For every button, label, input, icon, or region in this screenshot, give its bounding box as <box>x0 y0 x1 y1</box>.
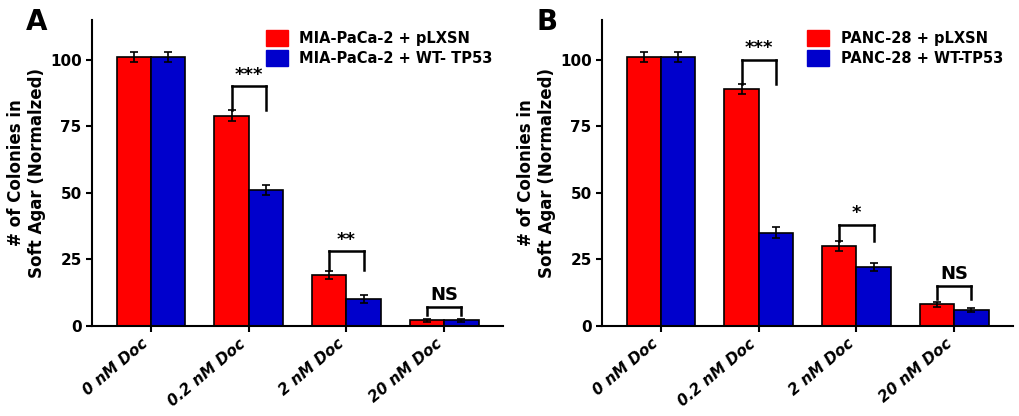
Bar <box>660 57 694 326</box>
Bar <box>312 275 346 326</box>
Bar <box>954 310 987 326</box>
Bar <box>856 267 890 326</box>
Y-axis label: # of Colonies in
Soft Agar (Normalzed): # of Colonies in Soft Agar (Normalzed) <box>7 68 46 278</box>
Bar <box>919 305 954 326</box>
Text: A: A <box>26 7 48 35</box>
Bar <box>626 57 660 326</box>
Text: ***: *** <box>744 39 772 57</box>
Text: NS: NS <box>430 286 458 305</box>
Legend: MIA-PaCa-2 + pLXSN, MIA-PaCa-2 + WT- TP53: MIA-PaCa-2 + pLXSN, MIA-PaCa-2 + WT- TP5… <box>263 27 495 69</box>
Bar <box>821 246 856 326</box>
Y-axis label: # of Colonies in
Soft Agar (Normalzed): # of Colonies in Soft Agar (Normalzed) <box>517 68 555 278</box>
Text: NS: NS <box>940 265 967 283</box>
Text: **: ** <box>336 230 356 248</box>
Bar <box>758 233 792 326</box>
Bar <box>723 89 758 326</box>
Bar <box>214 116 249 326</box>
Text: *: * <box>851 204 860 222</box>
Bar <box>444 320 478 326</box>
Text: B: B <box>536 7 557 35</box>
Bar <box>116 57 151 326</box>
Bar <box>151 57 184 326</box>
Bar <box>249 190 282 326</box>
Legend: PANC-28 + pLXSN, PANC-28 + WT-TP53: PANC-28 + pLXSN, PANC-28 + WT-TP53 <box>803 27 1005 69</box>
Text: ***: *** <box>234 66 263 84</box>
Bar <box>410 320 444 326</box>
Bar <box>346 299 380 326</box>
